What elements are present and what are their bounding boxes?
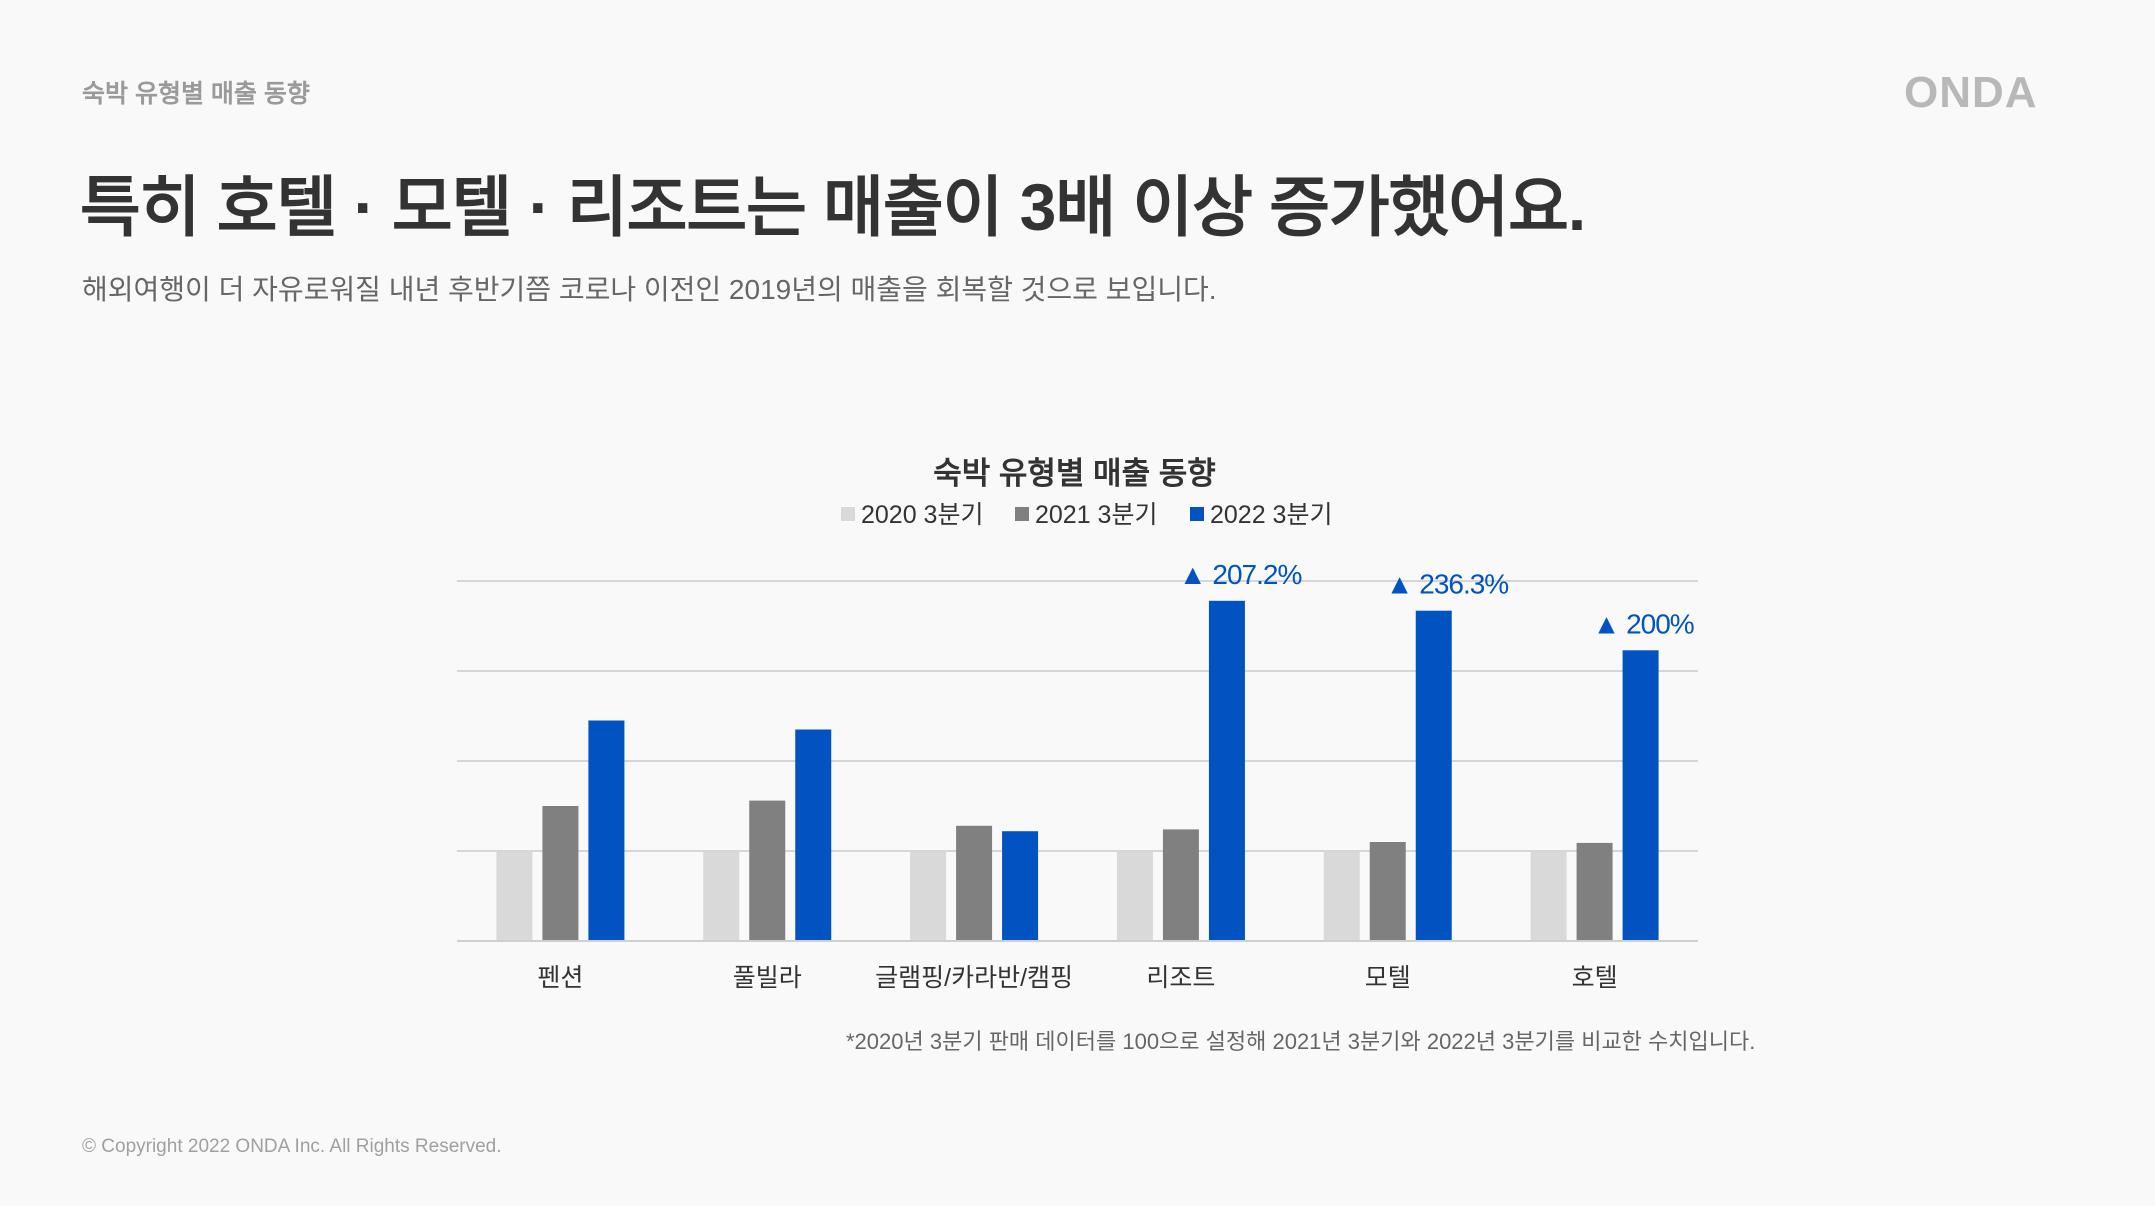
bar-0-2 xyxy=(588,720,625,941)
chart-title: 숙박 유형별 매출 동향 xyxy=(933,456,1216,491)
growth-annotation-0: ▲ 207.2% xyxy=(1179,559,1302,590)
bar-5-1 xyxy=(1576,842,1613,941)
bar-2-2 xyxy=(1002,831,1039,941)
bar-5-0 xyxy=(1530,851,1567,941)
copyright-notice: © Copyright 2022 ONDA Inc. All Rights Re… xyxy=(82,1136,502,1157)
bar-4-2 xyxy=(1415,610,1452,941)
legend-label-1: 2021 3분기 xyxy=(1035,501,1157,529)
page-headline: 특히 호텔 · 모텔 · 리조트는 매출이 3배 이상 증가했어요. xyxy=(80,170,1586,244)
bar-4-0 xyxy=(1323,851,1360,941)
page-subline: 해외여행이 더 자유로워질 내년 후반기쯤 코로나 이전인 2019년의 매출을… xyxy=(82,274,1217,305)
chart-title-wrap: 숙박 유형별 매출 동향 xyxy=(0,448,2155,493)
bar-1-1 xyxy=(749,800,786,941)
category-label-2: 글램핑/카라반/캠핑 xyxy=(875,964,1073,992)
bar-0-0 xyxy=(496,851,533,941)
chart-footnote: *2020년 3분기 판매 데이터를 100으로 설정해 2021년 3분기와 … xyxy=(846,1029,1756,1054)
legend-swatch-1 xyxy=(1015,507,1029,521)
legend-label-0: 2020 3분기 xyxy=(861,501,983,529)
category-label-5: 호텔 xyxy=(1572,964,1618,992)
category-label-4: 모텔 xyxy=(1365,964,1411,992)
bar-2-0 xyxy=(910,851,947,941)
category-label-0: 펜션 xyxy=(537,964,583,992)
bar-4-1 xyxy=(1369,842,1406,941)
section-label: 숙박 유형별 매출 동향 xyxy=(82,80,310,108)
bar-3-1 xyxy=(1162,829,1199,941)
bar-5-2 xyxy=(1622,650,1659,941)
onda-logo: ONDA xyxy=(1904,68,2038,117)
legend-swatch-2 xyxy=(1190,507,1204,521)
legend-swatch-0 xyxy=(841,507,855,521)
bar-1-0 xyxy=(703,851,740,941)
bar-0-1 xyxy=(542,806,579,941)
category-label-3: 리조트 xyxy=(1146,964,1215,992)
bar-2-1 xyxy=(956,825,993,941)
category-label-1: 풀빌라 xyxy=(733,964,802,992)
bar-3-0 xyxy=(1116,851,1153,941)
bar-3-2 xyxy=(1208,600,1245,941)
growth-annotation-2: ▲ 200% xyxy=(1593,608,1694,639)
bar-1-2 xyxy=(795,729,832,941)
legend-label-2: 2022 3분기 xyxy=(1210,501,1332,529)
growth-annotation-1: ▲ 236.3% xyxy=(1386,569,1509,600)
